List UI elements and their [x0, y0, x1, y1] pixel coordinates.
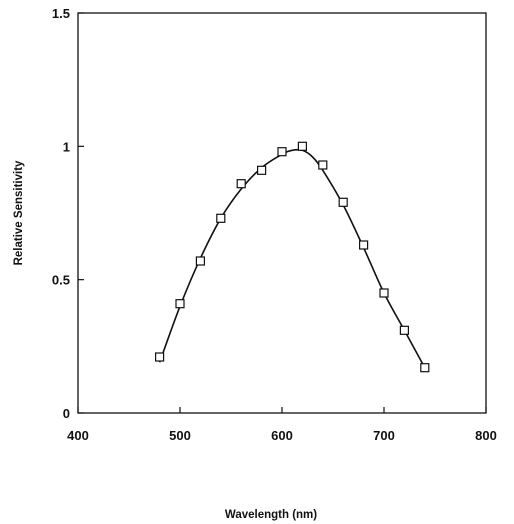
- data-point: [379, 288, 389, 298]
- x-tick-label: 600: [271, 428, 293, 443]
- x-tick-label: 700: [373, 428, 395, 443]
- fit-curve: [158, 148, 426, 369]
- data-point: [297, 141, 307, 151]
- data-point: [236, 179, 246, 189]
- y-axis-ticks: 0 0.5 1 1.5: [52, 6, 84, 421]
- data-point: [420, 363, 430, 373]
- data-point: [359, 240, 369, 250]
- data-points: [155, 141, 430, 373]
- data-point: [399, 325, 409, 335]
- x-axis-ticks: 400 500 600 700 800: [67, 407, 497, 443]
- plot-area: [77, 12, 487, 414]
- y-axis-title: Relative Sensitivity: [13, 160, 25, 265]
- data-point: [318, 160, 328, 170]
- data-point: [195, 256, 205, 266]
- data-point: [175, 299, 185, 309]
- x-axis-title: Wavelength (nm): [225, 509, 317, 521]
- y-tick-label: 0.5: [52, 273, 70, 288]
- x-tick-label: 800: [475, 428, 497, 443]
- y-tick-label: 1: [63, 139, 70, 154]
- y-tick-label: 1.5: [52, 6, 70, 21]
- x-tick-label: 500: [169, 428, 191, 443]
- x-tick-label: 400: [67, 428, 89, 443]
- data-point: [155, 352, 165, 362]
- data-point: [338, 197, 348, 207]
- data-point: [277, 147, 287, 157]
- data-point: [257, 165, 267, 175]
- data-point: [216, 213, 226, 223]
- y-tick-label: 0: [63, 406, 70, 421]
